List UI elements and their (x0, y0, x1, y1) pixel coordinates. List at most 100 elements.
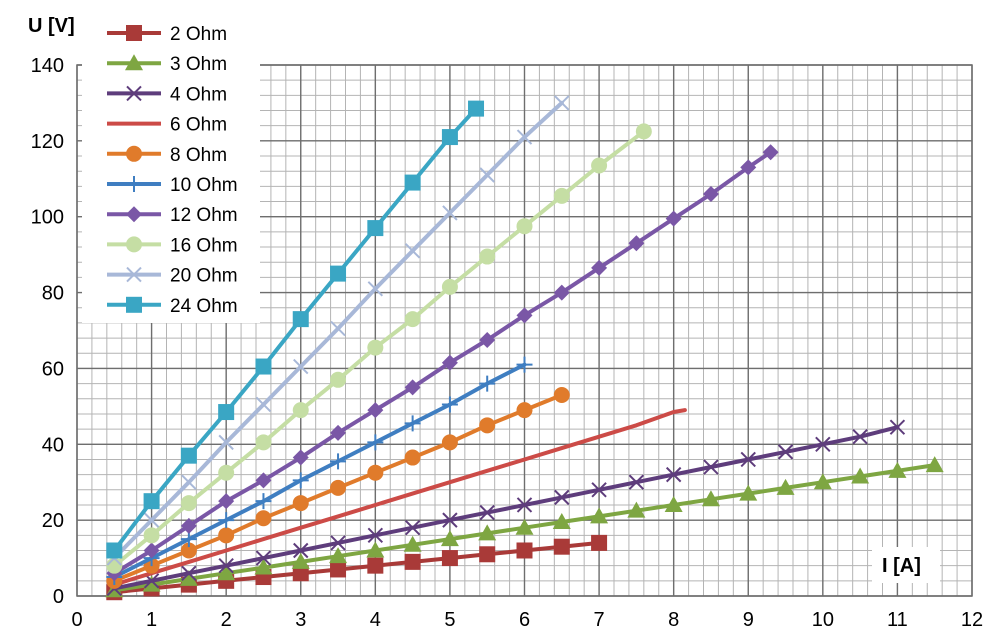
data-point (293, 542, 309, 559)
x-tick-label: 8 (668, 609, 679, 631)
data-point (143, 527, 160, 544)
legend-swatch-marker (126, 85, 142, 102)
series-6-ohm (112, 408, 687, 587)
data-point (590, 507, 609, 524)
data-point (740, 159, 757, 176)
y-tick-label: 0 (53, 586, 64, 608)
data-point (404, 243, 421, 259)
data-point (441, 354, 458, 371)
data-point (776, 478, 795, 495)
y-tick-label: 20 (42, 510, 64, 532)
x-axis-title: I [A] (882, 555, 921, 577)
legend-item: 16 Ohm (107, 235, 238, 256)
y-axis-title: U [V] (28, 15, 75, 37)
data-point (255, 358, 272, 375)
legend-item: 24 Ohm (107, 296, 238, 317)
data-point (218, 493, 235, 510)
data-point (330, 371, 347, 388)
data-point (404, 553, 421, 570)
legend-item: 3 Ohm (107, 54, 227, 75)
data-point (554, 95, 570, 111)
legend-label: 4 Ohm (170, 84, 227, 105)
data-point (330, 320, 346, 337)
data-point (553, 386, 570, 403)
data-point (815, 436, 831, 452)
y-tick-label: 80 (42, 283, 64, 305)
data-point (516, 542, 533, 559)
x-tick-label: 4 (370, 609, 381, 631)
data-point (330, 479, 347, 496)
data-point (179, 569, 198, 586)
data-point (255, 472, 272, 489)
data-point (479, 375, 496, 392)
data-point (292, 565, 309, 582)
data-point (442, 205, 458, 221)
data-point (218, 512, 235, 529)
legend-swatch-marker (126, 296, 142, 313)
data-point (366, 541, 385, 558)
data-point (292, 472, 309, 489)
series-line (112, 425, 900, 591)
data-point (889, 419, 906, 435)
data-point (441, 550, 458, 567)
data-point (255, 434, 272, 451)
y-tick-label: 40 (42, 434, 64, 456)
data-point (440, 530, 459, 547)
data-point (739, 484, 758, 501)
data-point (142, 575, 161, 592)
data-point (554, 489, 570, 506)
y-tick-label: 140 (31, 55, 64, 77)
series-10-ohm (106, 356, 533, 586)
data-point (441, 129, 458, 146)
data-point (628, 474, 645, 490)
x-tick-label: 5 (444, 609, 455, 631)
data-point (479, 331, 496, 348)
legend-label: 20 Ohm (170, 266, 238, 287)
data-point (330, 424, 347, 441)
data-point (292, 311, 309, 328)
data-point (218, 404, 235, 421)
data-point (367, 402, 384, 419)
data-point (291, 552, 310, 569)
data-point (403, 535, 422, 552)
data-point (404, 449, 421, 466)
data-point (627, 501, 646, 518)
data-point (367, 464, 384, 481)
data-point (367, 527, 384, 544)
data-point (591, 482, 607, 498)
data-point (181, 565, 197, 581)
legend: 2 Ohm 3 Ohm 4 Ohm 6 Ohm 8 Ohm 10 Ohm 12 Ohm 16 … (82, 15, 260, 323)
data-point (218, 527, 235, 544)
x-axis-title-background (872, 547, 940, 583)
data-point (516, 129, 533, 145)
x-tick-label: 9 (743, 609, 754, 631)
data-point (740, 451, 756, 468)
legend-item: 12 Ohm (107, 205, 238, 226)
data-point (404, 415, 421, 432)
data-point (255, 510, 272, 527)
data-point (635, 123, 652, 140)
data-point (292, 495, 309, 512)
legend-background (82, 15, 260, 323)
data-point (851, 467, 870, 484)
data-point (181, 474, 197, 490)
data-point (591, 259, 608, 276)
data-point (553, 187, 570, 204)
data-point (367, 434, 384, 451)
y-tick-label: 60 (42, 358, 64, 380)
data-point (218, 464, 235, 481)
data-point (367, 557, 384, 574)
legend-label: 24 Ohm (170, 296, 238, 317)
legend-item: 2 Ohm (107, 24, 227, 45)
x-tick-label: 3 (295, 609, 306, 631)
plot-frame (76, 64, 973, 597)
y-tick-label: 120 (31, 131, 64, 153)
legend-swatch-marker (126, 176, 142, 192)
data-point (479, 546, 496, 563)
series-16-ohm (106, 123, 652, 574)
data-point (628, 235, 645, 252)
data-point (664, 495, 683, 512)
data-point (217, 564, 236, 581)
data-point (553, 538, 570, 555)
series-layer (105, 95, 944, 601)
